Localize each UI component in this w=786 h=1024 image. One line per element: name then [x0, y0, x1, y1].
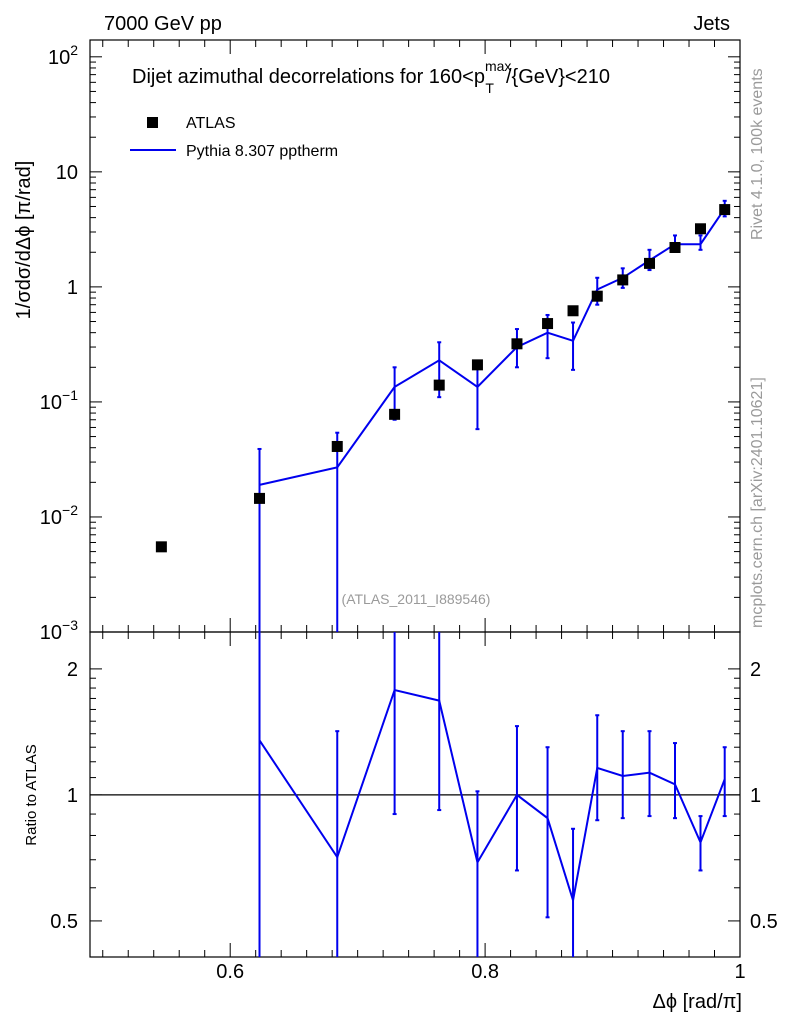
y-tick-label: 1	[67, 277, 78, 299]
chart-title: Dijet azimuthal decorrelations for 160<p…	[132, 58, 610, 96]
y-tick-label: 10−1	[40, 387, 78, 414]
atlas-data-point	[471, 359, 483, 371]
main-y-axis-title: 1/σdσ/dΔϕ [π/rad]	[13, 161, 35, 320]
chart-title-subscript: T	[485, 80, 494, 96]
ratio-tick-label-right: 0.5	[750, 911, 778, 933]
y-tick-label: 10−3	[40, 617, 78, 644]
main-plot-marks	[155, 199, 731, 632]
mcplots-label: mcplots.cern.ch [arXiv:2401.10621]	[749, 377, 766, 628]
rivet-version-label: Rivet 4.1.0, 100k events	[749, 68, 766, 240]
ratio-tick-label-right: 2	[750, 659, 761, 681]
ratio-line	[258, 688, 726, 901]
legend-label-atlas: ATLAS	[186, 115, 236, 132]
ratio-tick-label: 2	[67, 659, 78, 681]
atlas-data-point	[331, 440, 343, 452]
atlas-data-point	[155, 541, 167, 553]
ratio-y-axis-title: Ratio to ATLAS	[23, 744, 40, 845]
x-tick-label: 0.6	[216, 961, 244, 983]
chart-title-superscript: max	[485, 58, 511, 74]
chart-title-prefix: Dijet azimuthal decorrelations for 160<p	[132, 66, 485, 88]
x-axis-title: Δϕ [rad/π]	[653, 991, 743, 1013]
atlas-data-point	[567, 305, 579, 317]
atlas-data-point	[694, 223, 706, 235]
process-label: Jets	[693, 13, 730, 35]
x-tick-label: 1	[734, 961, 745, 983]
atlas-data-point	[644, 257, 656, 269]
atlas-data-point	[617, 274, 629, 286]
x-tick-label: 0.8	[471, 961, 499, 983]
chart-title-suffix: /{GeV}<210	[506, 66, 610, 88]
legend-marker-atlas	[147, 117, 158, 128]
y-tick-label: 10	[56, 162, 78, 184]
ratio-plot-marks	[90, 632, 740, 957]
atlas-data-point	[669, 241, 681, 253]
atlas-data-point	[254, 492, 266, 504]
y-tick-label: 10−2	[40, 502, 78, 529]
atlas-data-point	[389, 408, 401, 420]
ratio-tick-label: 1	[67, 785, 78, 807]
atlas-data-point	[511, 338, 523, 350]
legend: ATLAS Pythia 8.307 pptherm	[130, 115, 338, 160]
pythia-line	[259, 207, 726, 486]
legend-label-pythia: Pythia 8.307 pptherm	[186, 143, 338, 160]
analysis-watermark: (ATLAS_2011_I889546)	[342, 591, 491, 607]
ratio-tick-label-right: 1	[750, 785, 761, 807]
ratio-y-axis: 0.5 0.5 1 1 2 2	[50, 659, 778, 933]
atlas-data-point	[719, 204, 731, 216]
energy-label: 7000 GeV pp	[104, 13, 222, 35]
atlas-data-point	[433, 379, 445, 391]
atlas-data-point	[542, 318, 554, 330]
x-axis: 0.6 0.8 1	[102, 40, 746, 983]
y-tick-label: 102	[48, 42, 78, 69]
ratio-tick-label: 0.5	[50, 911, 78, 933]
main-y-axis: 10−3 10−2 10−1 1 10 102	[40, 42, 740, 644]
atlas-data-point	[591, 290, 603, 302]
